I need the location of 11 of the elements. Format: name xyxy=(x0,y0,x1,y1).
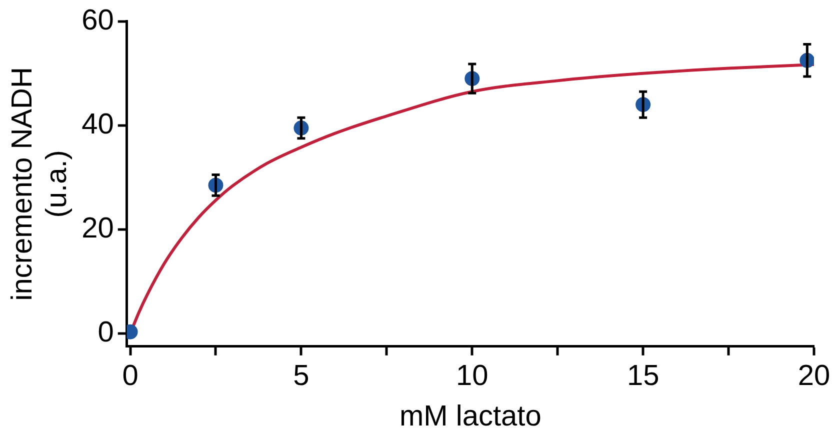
x-axis-title: mM lactato xyxy=(400,400,542,433)
y-tick-label: 20 xyxy=(82,212,114,244)
x-tick-label: 10 xyxy=(456,360,488,392)
x-tick-label: 20 xyxy=(798,360,830,392)
y-tick-label: 60 xyxy=(82,4,114,36)
x-tick-label: 5 xyxy=(293,360,310,392)
x-tick-label: 0 xyxy=(122,360,138,392)
y-tick-label: 0 xyxy=(98,316,114,348)
x-tick-label: 15 xyxy=(626,360,660,392)
y-axis-title: incremento NADH (u.a.) xyxy=(6,67,74,301)
y-tick-label: 40 xyxy=(82,108,114,140)
